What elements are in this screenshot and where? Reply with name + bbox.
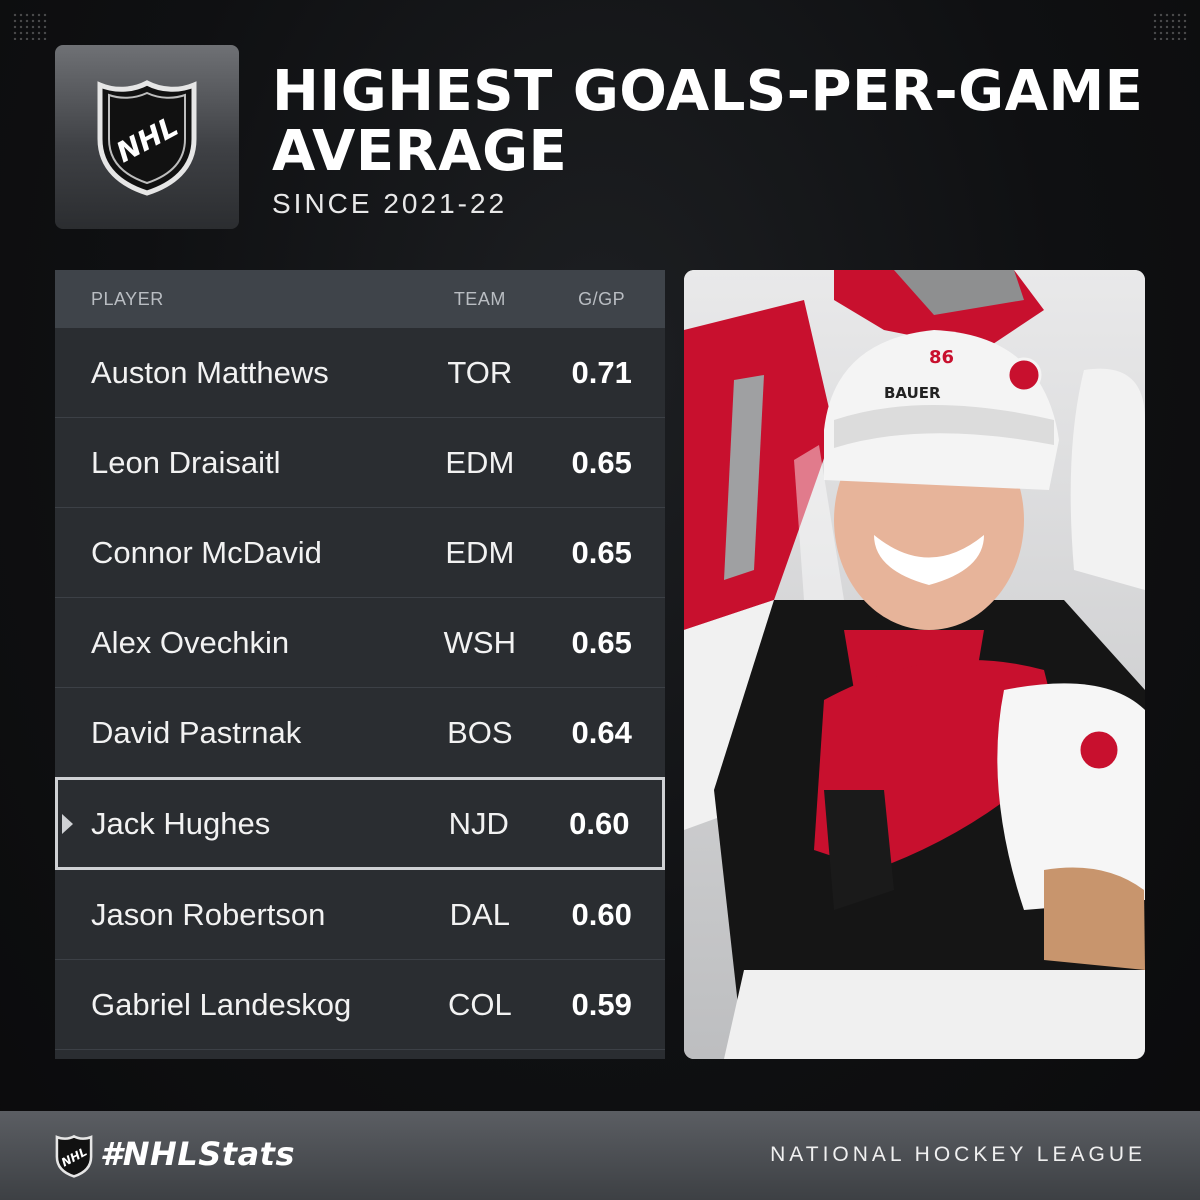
column-header-player: PLAYER <box>91 288 164 309</box>
table-row: Connor McDavid EDM 0.65 <box>55 508 665 598</box>
table-row: Alex Ovechkin WSH 0.65 <box>55 598 665 688</box>
player-photo: BAUER 86 <box>684 270 1145 1059</box>
team-code: BOS <box>447 714 513 750</box>
team-code: COL <box>447 986 512 1022</box>
table-row: Leon Draisaitl EDM 0.65 <box>55 418 665 508</box>
goals-per-game: 0.64 <box>571 714 632 750</box>
table-row: Auston Matthews TOR 0.71 <box>55 328 665 418</box>
goals-per-game: 0.71 <box>571 354 632 390</box>
table-row: Jason Robertson DAL 0.60 <box>55 870 665 960</box>
player-celebration-illustration: BAUER 86 <box>684 270 1145 1059</box>
nhl-logo-tile: NHL <box>55 45 239 229</box>
table-row-highlighted: Jack Hughes NJD 0.60 <box>55 777 665 870</box>
goals-per-game: 0.59 <box>571 986 632 1022</box>
team-code: WSH <box>443 624 516 660</box>
player-name: Auston Matthews <box>91 354 329 390</box>
column-header-team: TEAM <box>453 288 506 309</box>
table-row: David Pastrnak BOS 0.64 <box>55 688 665 778</box>
nhl-shield-icon: NHL <box>97 80 197 196</box>
column-header-ggp: G/GP <box>578 288 626 309</box>
table-row: Gabriel Landeskog COL 0.59 <box>55 960 665 1050</box>
team-code: TOR <box>447 354 513 390</box>
team-code: DAL <box>449 896 510 932</box>
player-name: Connor McDavid <box>91 534 322 570</box>
goals-per-game: 0.60 <box>571 896 632 932</box>
goals-per-game: 0.65 <box>571 534 632 570</box>
player-name: Jason Robertson <box>91 896 326 932</box>
decorative-dots-top-right <box>1152 12 1188 40</box>
nhl-mini-logo-icon: NHL <box>55 1134 93 1178</box>
page-title: HIGHEST GOALS-PER-GAME AVERAGE <box>272 59 1144 184</box>
player-name: David Pastrnak <box>91 714 302 750</box>
decorative-dots-top-left <box>12 12 48 40</box>
team-code: EDM <box>445 534 515 570</box>
table-header: PLAYER TEAM G/GP <box>55 270 665 328</box>
player-name: Jack Hughes <box>91 805 271 841</box>
stats-table: PLAYER TEAM G/GP Auston Matthews TOR 0.7… <box>55 270 665 1059</box>
helmet-number-text: 86 <box>929 347 954 368</box>
player-name: Gabriel Landeskog <box>91 986 352 1022</box>
page-subtitle: SINCE 2021-22 <box>272 188 508 219</box>
hashtag-label: #NHLStats <box>100 1135 295 1173</box>
team-code: EDM <box>445 444 515 480</box>
goals-per-game: 0.65 <box>571 444 632 480</box>
footer-bar: NHL #NHLStats NATIONAL HOCKEY LEAGUE <box>0 1111 1200 1200</box>
goals-per-game: 0.60 <box>569 805 630 841</box>
league-name: NATIONAL HOCKEY LEAGUE <box>770 1143 1146 1166</box>
highlight-arrow-icon <box>62 813 73 834</box>
helmet-brand-text: BAUER <box>884 384 941 402</box>
player-name: Leon Draisaitl <box>91 444 281 480</box>
player-name: Alex Ovechkin <box>91 624 290 660</box>
team-code: NJD <box>448 805 509 841</box>
goals-per-game: 0.65 <box>571 624 632 660</box>
